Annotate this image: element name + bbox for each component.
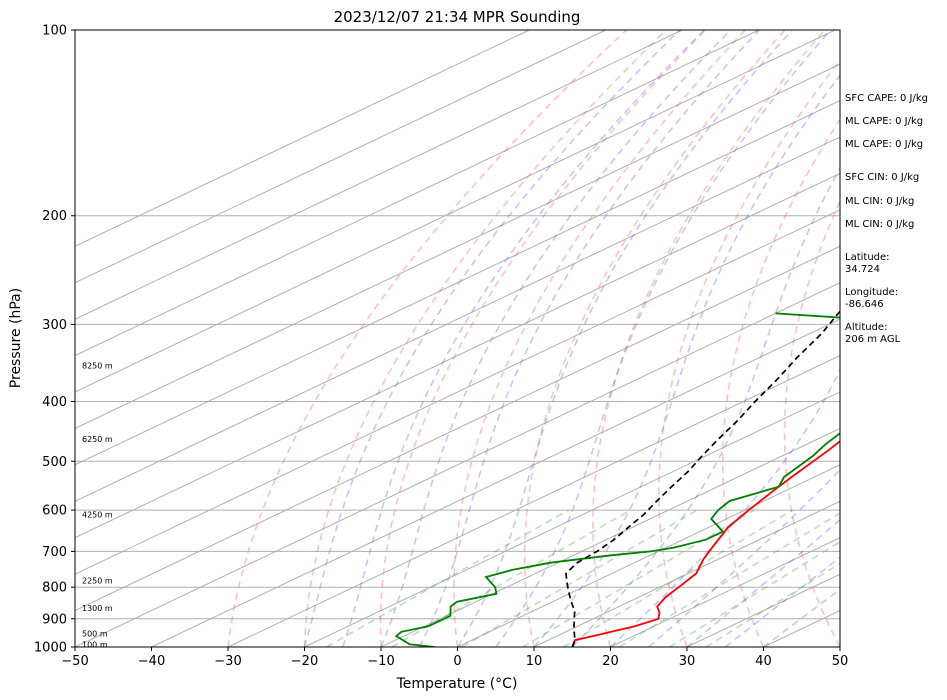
x-tick-label: 0	[453, 654, 461, 669]
height-label: 8250 m	[82, 362, 113, 371]
moist-adiabat-line	[342, 30, 705, 647]
mixing-ratio-line	[705, 562, 840, 647]
isotherm-line	[533, 500, 840, 647]
dry-adiabat-line	[227, 30, 627, 647]
height-label: 4250 m	[82, 511, 113, 520]
isotherm-line	[610, 537, 840, 647]
plot-frame	[74, 29, 841, 648]
isotherm-line	[75, 63, 840, 429]
y-tick-label: 700	[42, 545, 67, 560]
ml-cin-label-2: ML CIN: 0 J/kg	[845, 219, 915, 230]
isotherm-line	[75, 209, 840, 575]
mixing-ratio-line	[461, 509, 698, 647]
height-label: 100 m	[82, 640, 108, 649]
altitude-value: 206 m AGL	[845, 334, 901, 345]
x-tick-label: 20	[602, 654, 619, 669]
isotherm-line	[227, 355, 840, 647]
ml-cin-label: ML CIN: 0 J/kg	[845, 196, 915, 207]
dry-adiabat-line	[379, 30, 707, 647]
mixing-ratio-line	[522, 509, 755, 647]
y-tick-label: 900	[42, 612, 67, 627]
isotherm-line	[75, 100, 840, 466]
y-tick-label: 1000	[34, 641, 67, 656]
y-tick-label: 800	[42, 581, 67, 596]
longitude-label: Longitude:	[845, 287, 899, 298]
ml-cape-label: ML CAPE: 0 J/kg	[845, 116, 924, 127]
x-tick-label: −10	[367, 654, 394, 669]
x-tick-label: −20	[291, 654, 318, 669]
mixing-ratio-line	[618, 512, 840, 647]
y-axis-title: Pressure (hPa)	[8, 288, 24, 388]
moist-adiabat-line	[456, 30, 793, 647]
mixing-ratio-line	[391, 509, 631, 647]
isotherm-line	[75, 30, 683, 320]
isotherm-line	[75, 136, 840, 502]
moist-adiabat-line	[418, 30, 760, 647]
dry-adiabat-line	[658, 58, 840, 647]
moist-adiabat-line	[380, 30, 731, 647]
altitude-label: Altitude:	[845, 322, 888, 333]
sounding-stats-panel: SFC CAPE: 0 J/kg ML CAPE: 0 J/kg ML CAPE…	[845, 0, 947, 700]
mixing-ratio-line	[563, 509, 794, 647]
sfc-cape-label: SFC CAPE: 0 J/kg	[845, 93, 928, 104]
isotherm-line	[75, 282, 840, 647]
dry-adiabat-line	[453, 30, 746, 647]
axis-ticks: −50 −40 −30 −20 −10 0 10 20 30 40 50 1000 900 800 700 6…	[34, 24, 848, 670]
isotherm-line	[457, 464, 840, 647]
height-label: 500 m	[82, 629, 108, 638]
ml-cape-label-2: ML CAPE: 0 J/kg	[845, 139, 924, 150]
longitude-value: -86.646	[845, 299, 884, 310]
dewpoint-profile-line	[394, 312, 840, 647]
parcel-profile-line	[565, 310, 840, 647]
y-tick-label: 500	[42, 455, 67, 470]
isotherm-line	[75, 30, 606, 284]
y-tick-label: 200	[42, 209, 67, 224]
temperature-profile-line	[571, 440, 840, 647]
height-label: 2250 m	[82, 576, 113, 585]
y-tick-label: 600	[42, 504, 67, 519]
moist-adiabat-line	[495, 30, 832, 647]
latitude-value: 34.724	[845, 264, 880, 275]
dry-adiabat-line	[523, 30, 786, 647]
y-tick-label: 300	[42, 318, 67, 333]
isotherm-line	[304, 391, 840, 647]
sfc-cin-label: SFC CIN: 0 J/kg	[845, 172, 920, 183]
latitude-label: Latitude:	[845, 252, 890, 263]
mixing-ratio-line	[326, 509, 569, 647]
mixing-ratio-line	[668, 541, 840, 647]
moist-adiabat-line	[533, 74, 840, 647]
x-tick-label: 30	[679, 654, 696, 669]
isotherm-line	[75, 245, 840, 612]
isotherm-line	[380, 427, 840, 647]
x-tick-label: 40	[755, 654, 772, 669]
x-tick-label: 10	[526, 654, 543, 669]
isotherm-line	[151, 318, 840, 647]
dry-adiabat-line	[783, 199, 840, 647]
x-tick-label: −40	[138, 654, 165, 669]
x-tick-label: −30	[214, 654, 241, 669]
background-lines	[75, 30, 840, 647]
isotherm-line	[75, 30, 530, 247]
isotherm-line	[75, 30, 759, 357]
y-tick-label: 400	[42, 395, 67, 410]
moist-adiabat-line	[571, 166, 840, 647]
isotherm-line	[75, 30, 836, 393]
height-labels: 8250 m 6250 m 4250 m 2250 m 1300 m 500 m 100 m	[82, 362, 113, 650]
x-tick-label: −50	[61, 654, 88, 669]
y-tick-label: 100	[42, 24, 67, 39]
dry-adiabat-line	[592, 30, 826, 647]
chart-title: 2023/12/07 21:34 MPR Sounding	[334, 8, 581, 26]
moist-adiabat-line	[648, 468, 840, 647]
moist-adiabat-line	[763, 588, 840, 647]
height-label: 1300 m	[82, 604, 113, 613]
x-axis-title: Temperature (°C)	[396, 676, 518, 692]
height-label: 6250 m	[82, 435, 113, 444]
moist-adiabat-line	[609, 367, 840, 647]
x-tick-label: 50	[832, 654, 849, 669]
isotherm-line	[75, 172, 840, 539]
profile-lines	[394, 310, 840, 647]
